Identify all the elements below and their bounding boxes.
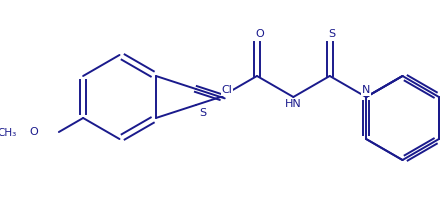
Text: O: O bbox=[29, 127, 38, 137]
Text: HN: HN bbox=[285, 99, 302, 109]
Text: Cl: Cl bbox=[222, 85, 233, 95]
Text: S: S bbox=[329, 29, 336, 39]
Text: N: N bbox=[362, 85, 370, 95]
Text: CH₃: CH₃ bbox=[0, 128, 17, 138]
Text: O: O bbox=[255, 29, 264, 39]
Text: S: S bbox=[199, 108, 206, 118]
